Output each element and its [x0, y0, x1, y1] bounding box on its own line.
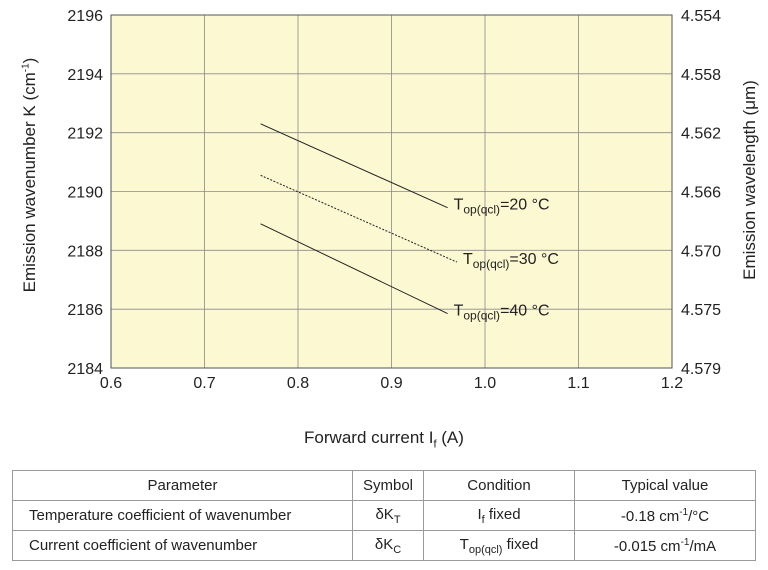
- y-tick-label: 2192: [67, 126, 103, 143]
- series-label: Top(qcl)=30 °C: [463, 251, 559, 271]
- y-axis-label-right: Emission wavelength (μm): [740, 80, 759, 280]
- y2-tick-label: 4.558: [681, 67, 721, 84]
- parameter-cell: Current coefficient of wavenumber: [12, 530, 353, 561]
- symbol-cell: δKC: [352, 530, 424, 561]
- value-cell: -0.015 cm-1/mA: [574, 530, 756, 561]
- series-label: Top(qcl)=20 °C: [454, 197, 550, 217]
- chart: 0.6 0.7 0.8 0.9 1.0 1.1 1.2 2184 2186 2188 2190 219…: [67, 8, 721, 392]
- x-tick-label: 0.8: [287, 375, 309, 392]
- series-group: [260, 123, 458, 315]
- series-line: [260, 223, 448, 315]
- x-axis-label: Forward current If (A): [304, 428, 464, 451]
- symbol-cell: δKT: [352, 500, 424, 531]
- y-tick-label: 2196: [67, 8, 103, 25]
- plot-frame: [110, 14, 673, 369]
- parameters-table: Parameter Symbol Condition Typical value…: [12, 470, 756, 561]
- series-line: [260, 123, 448, 209]
- table-row: Temperature coefficient of wavenumber δK…: [12, 500, 756, 531]
- y2-tick-label: 4.570: [681, 243, 721, 260]
- x-tick-label: 1.0: [474, 375, 496, 392]
- y2-tick-label: 4.562: [681, 126, 721, 143]
- y2-tick-label: 4.579: [681, 361, 721, 378]
- y-tick-label: 2190: [67, 185, 103, 202]
- y-axis-label-left: Emission wavenumber K (cm-1): [20, 57, 39, 293]
- y-tick-label: 2184: [67, 361, 103, 378]
- header-typical-value: Typical value: [574, 470, 756, 501]
- x-tick-label: 1.2: [661, 375, 683, 392]
- series-labels: Top(qcl)=20 °C Top(qcl)=30 °C Top(qcl)=40 …: [454, 197, 559, 323]
- value-cell: -0.18 cm-1/°C: [574, 500, 756, 531]
- header-condition: Condition: [423, 470, 575, 501]
- x-tick-label: 0.7: [193, 375, 215, 392]
- x-tick-label: 1.1: [567, 375, 589, 392]
- tick-labels: 0.6 0.7 0.8 0.9 1.0 1.1 1.2 2184 2186 2188 2190 219…: [67, 8, 721, 392]
- series-line: [260, 174, 458, 263]
- condition-cell: If fixed: [423, 500, 575, 531]
- x-tick-label: 0.9: [380, 375, 402, 392]
- parameter-cell: Temperature coefficient of wavenumber: [12, 500, 353, 531]
- header-parameter: Parameter: [12, 470, 353, 501]
- y-tick-label: 2194: [67, 67, 103, 84]
- table-row: Current coefficient of wavenumber δKC To…: [12, 530, 756, 561]
- x-tick-label: 0.6: [100, 375, 122, 392]
- y2-tick-label: 4.575: [681, 302, 721, 319]
- grid: [111, 15, 672, 368]
- condition-cell: Top(qcl) fixed: [423, 530, 575, 561]
- table-header-row: Parameter Symbol Condition Typical value: [12, 470, 756, 501]
- series-label: Top(qcl)=40 °C: [454, 303, 550, 323]
- y-tick-label: 2188: [67, 243, 103, 260]
- y2-tick-label: 4.566: [681, 185, 721, 202]
- y2-tick-label: 4.554: [681, 8, 721, 25]
- header-symbol: Symbol: [352, 470, 424, 501]
- y-tick-label: 2186: [67, 302, 103, 319]
